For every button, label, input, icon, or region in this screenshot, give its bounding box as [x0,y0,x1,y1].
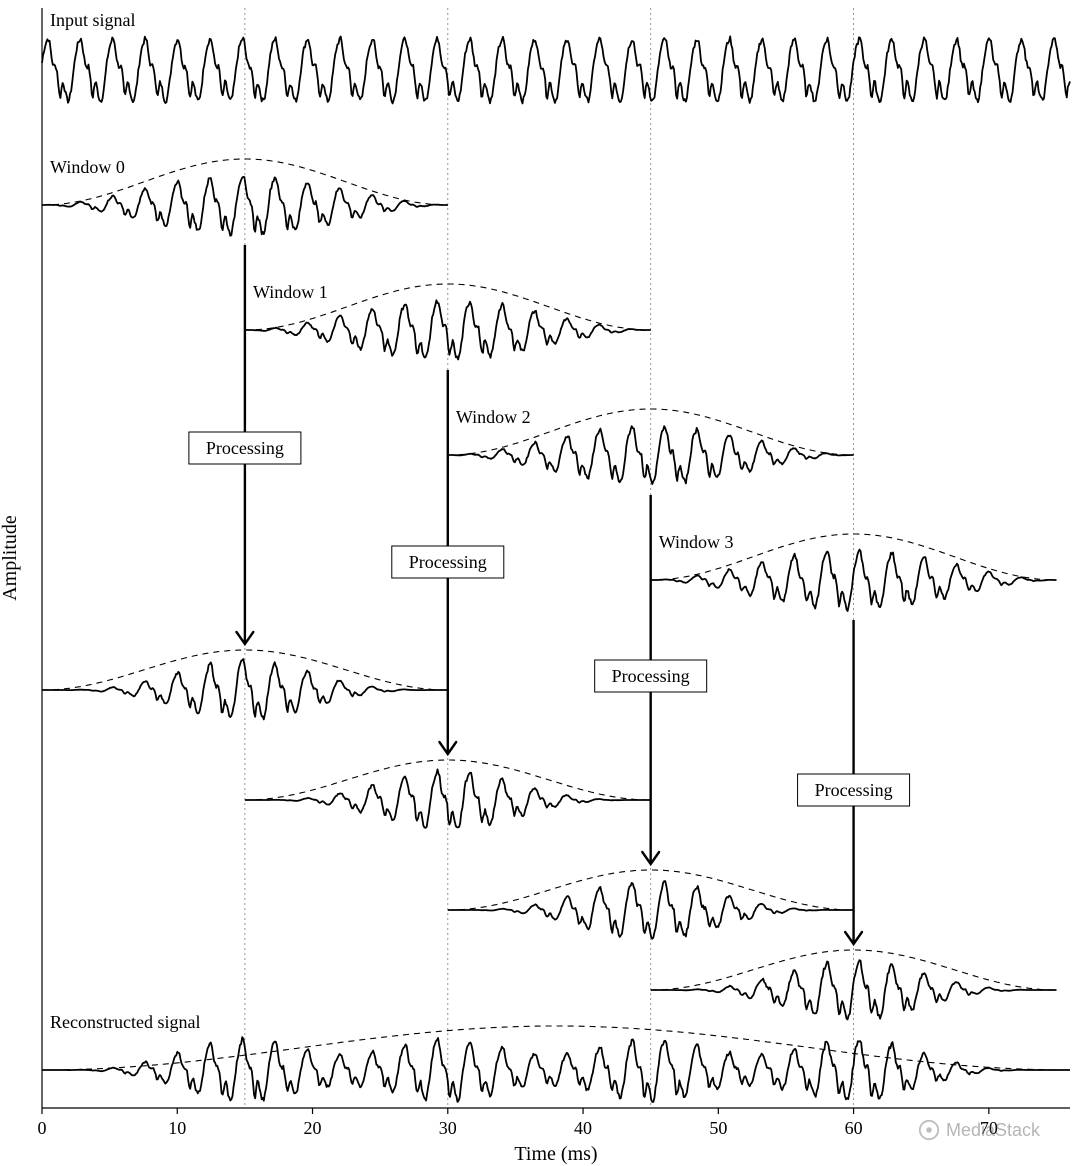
x-tick-label: 50 [709,1118,727,1138]
x-tick-label: 60 [845,1118,863,1138]
x-tick-label: 20 [304,1118,322,1138]
processing-label-1: Processing [409,552,487,572]
processing-label-0: Processing [206,438,284,458]
x-axis-label: Time (ms) [514,1143,597,1165]
x-tick-label: 30 [439,1118,457,1138]
x-tick-label: 40 [574,1118,592,1138]
x-tick-label: 10 [168,1118,186,1138]
w2: Window 2 [456,407,531,427]
x-tick-label: 0 [38,1118,47,1138]
w1: Window 1 [253,282,328,302]
w3: Window 3 [659,532,734,552]
watermark: MediaStack [918,1119,1040,1141]
processing-label-3: Processing [815,780,893,800]
watermark-text: MediaStack [946,1120,1040,1141]
w0: Window 0 [50,157,125,177]
y-axis-label: Amplitude [0,515,21,601]
input: Input signal [50,10,136,30]
recon: Reconstructed signal [50,1012,200,1032]
watermark-icon [918,1119,940,1141]
diagram-svg: 010203040506070Time (ms)AmplitudeInput s… [0,0,1080,1166]
processing-label-2: Processing [612,666,690,686]
